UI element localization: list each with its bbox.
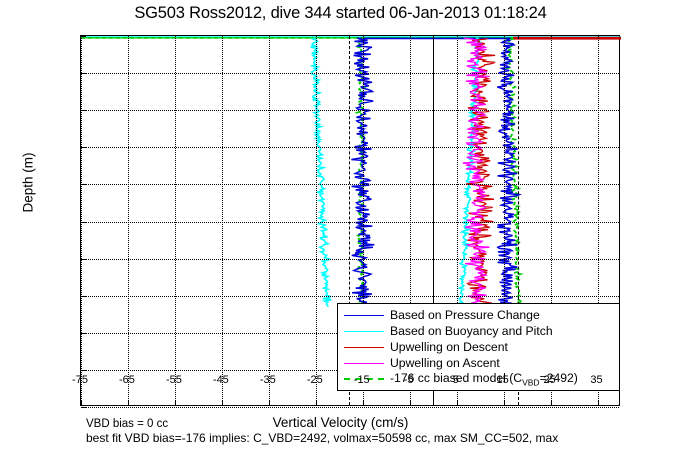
y-tick-mark bbox=[81, 147, 86, 149]
x-tick-mark bbox=[127, 400, 129, 405]
x-tick-label: -5 bbox=[403, 374, 414, 386]
y-tick-mark bbox=[81, 36, 86, 37]
legend-swatch bbox=[344, 362, 384, 364]
gridline-vertical bbox=[362, 36, 364, 405]
y-tick-mark bbox=[81, 295, 86, 297]
gridline-horizontal bbox=[81, 110, 619, 112]
legend-label: -176 cc biased model (CVBD=2492) bbox=[390, 370, 578, 388]
legend-label: Based on Buoyancy and Pitch bbox=[390, 324, 553, 338]
gridline-horizontal bbox=[81, 147, 619, 149]
gridline-horizontal bbox=[81, 73, 619, 75]
legend-swatch bbox=[344, 378, 384, 380]
gridline-vertical bbox=[503, 36, 505, 405]
y-tick-mark bbox=[81, 110, 86, 112]
x-tick-mark bbox=[315, 400, 317, 405]
data-traces bbox=[81, 36, 621, 308]
gridline-horizontal bbox=[81, 258, 619, 260]
x-tick-mark bbox=[503, 400, 505, 405]
y-tick-mark bbox=[81, 369, 86, 371]
gridline-vertical bbox=[597, 36, 599, 405]
y-axis-label: Depth (m) bbox=[20, 152, 36, 213]
x-tick-label: -15 bbox=[353, 374, 370, 386]
legend-label-subscript: VBD bbox=[522, 377, 540, 388]
page-title: SG503 Ross2012, dive 344 started 06-Jan-… bbox=[134, 4, 547, 22]
x-tick-mark bbox=[597, 400, 599, 405]
gridline-vertical bbox=[268, 36, 270, 405]
legend-label: Upwelling on Ascent bbox=[390, 356, 500, 370]
gridline-vertical bbox=[550, 36, 552, 405]
gridline-vertical bbox=[315, 36, 317, 405]
gridline-vertical bbox=[456, 36, 458, 405]
x-tick-label: -65 bbox=[119, 374, 135, 386]
x-tick-label: -55 bbox=[165, 374, 182, 386]
x-tick-label: 35 bbox=[590, 374, 603, 386]
reference-line-dashed bbox=[517, 36, 519, 405]
gridline-vertical bbox=[221, 36, 223, 405]
x-tick-label: 5 bbox=[452, 374, 459, 386]
legend-swatch bbox=[344, 314, 384, 316]
y-tick-mark bbox=[81, 221, 86, 223]
legend: Based on Pressure Change Based on Buoyanc… bbox=[337, 303, 620, 391]
legend-label: Upwelling on Descent bbox=[390, 340, 508, 354]
best-fit-annotation: best fit VBD bias=-176 implies: C_VBD=24… bbox=[86, 431, 559, 445]
gridline-horizontal bbox=[81, 407, 619, 408]
x-tick-mark bbox=[81, 400, 82, 405]
x-tick-label: 25 bbox=[543, 374, 556, 386]
x-tick-mark bbox=[221, 400, 223, 405]
x-tick-mark bbox=[174, 400, 176, 405]
legend-swatch bbox=[344, 330, 384, 332]
x-tick-mark bbox=[550, 400, 552, 405]
legend-item: Based on Pressure Change bbox=[342, 307, 615, 323]
legend-item: Based on Buoyancy and Pitch bbox=[342, 323, 615, 339]
x-tick-mark bbox=[456, 400, 458, 405]
reference-line-dashed bbox=[348, 36, 350, 405]
x-tick-label: -25 bbox=[306, 374, 323, 386]
x-axis-label: Vertical Velocity (cm/s) bbox=[272, 415, 409, 430]
x-tick-mark bbox=[362, 400, 364, 405]
y-tick-mark bbox=[81, 73, 86, 75]
x-tick-label: -75 bbox=[72, 374, 88, 386]
gridline-horizontal bbox=[81, 184, 619, 186]
legend-item: Upwelling on Descent bbox=[342, 339, 615, 355]
zero-reference-line bbox=[433, 36, 435, 405]
vbd-bias-annotation: VBD bias = 0 cc bbox=[86, 418, 169, 430]
gridline-horizontal bbox=[81, 221, 619, 223]
legend-item: -176 cc biased model (CVBD=2492) bbox=[342, 371, 615, 387]
y-tick-mark bbox=[81, 407, 86, 408]
gridline-horizontal bbox=[81, 295, 619, 297]
legend-swatch bbox=[344, 346, 384, 348]
gridline-vertical bbox=[174, 36, 176, 405]
gridline-vertical bbox=[409, 36, 411, 405]
x-tick-label: -45 bbox=[212, 374, 229, 386]
legend-label: Based on Pressure Change bbox=[390, 308, 540, 322]
gridline-vertical bbox=[81, 36, 82, 405]
x-tick-mark bbox=[268, 400, 270, 405]
x-tick-mark bbox=[409, 400, 411, 405]
y-tick-mark bbox=[81, 332, 86, 334]
y-tick-mark bbox=[81, 184, 86, 186]
x-tick-label: -35 bbox=[259, 374, 276, 386]
x-tick-label: 15 bbox=[496, 374, 509, 386]
gridline-vertical bbox=[127, 36, 129, 405]
y-tick-mark bbox=[81, 258, 86, 260]
legend-item: Upwelling on Ascent bbox=[342, 355, 615, 371]
